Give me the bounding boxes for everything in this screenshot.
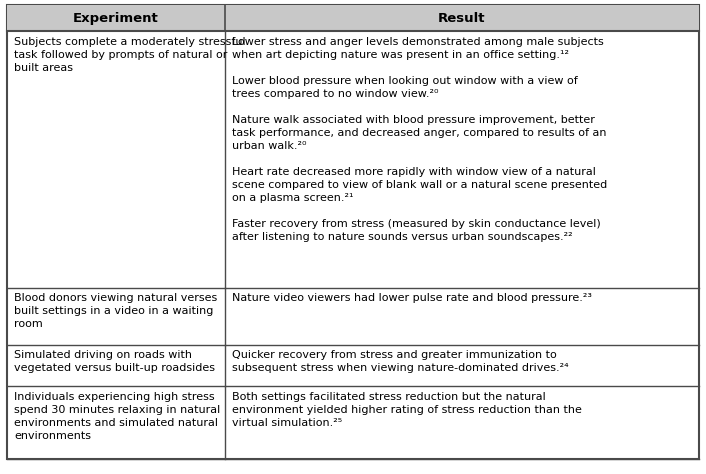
Text: Result: Result: [438, 12, 486, 25]
Text: Individuals experiencing high stress
spend 30 minutes relaxing in natural
enviro: Individuals experiencing high stress spe…: [14, 392, 220, 441]
Text: Nature video viewers had lower pulse rate and blood pressure.²³: Nature video viewers had lower pulse rat…: [232, 293, 592, 303]
Text: Subjects complete a moderately stressful
task followed by prompts of natural or
: Subjects complete a moderately stressful…: [14, 37, 246, 73]
Text: Quicker recovery from stress and greater immunization to
subsequent stress when : Quicker recovery from stress and greater…: [232, 350, 568, 373]
Text: Blood donors viewing natural verses
built settings in a video in a waiting
room: Blood donors viewing natural verses buil…: [14, 293, 217, 329]
Text: Simulated driving on roads with
vegetated versus built-up roadsides: Simulated driving on roads with vegetate…: [14, 350, 215, 373]
Text: Experiment: Experiment: [73, 12, 159, 25]
Bar: [7, 5, 699, 31]
Text: Lower stress and anger levels demonstrated among male subjects
when art depictin: Lower stress and anger levels demonstrat…: [232, 37, 607, 243]
Text: Both settings facilitated stress reduction but the natural
environment yielded h: Both settings facilitated stress reducti…: [232, 392, 582, 428]
